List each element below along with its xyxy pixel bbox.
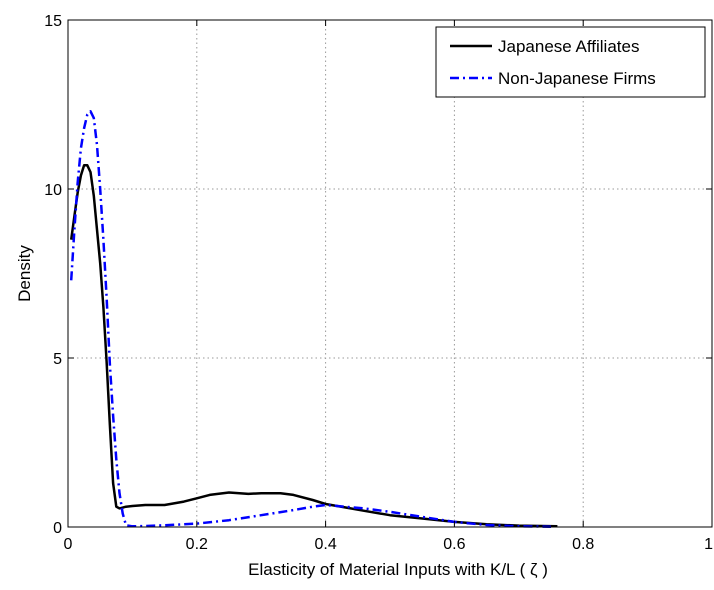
x-tick-label: 1 xyxy=(704,536,713,553)
y-tick-label: 15 xyxy=(44,13,62,30)
x-tick-label: 0.6 xyxy=(443,536,465,553)
legend-box xyxy=(435,26,706,98)
x-tick-label: 0.8 xyxy=(572,536,594,553)
x-tick-label: 0.2 xyxy=(186,536,208,553)
axis-ticks xyxy=(67,19,713,528)
x-tick-label: 0.4 xyxy=(314,536,336,553)
x-tick-labels: 0 0.2 0.4 0.6 0.8 1 xyxy=(64,536,714,553)
plot-frame xyxy=(67,19,713,528)
y-tick-label: 10 xyxy=(44,182,62,199)
legend-label-japanese-affiliates: Japanese Affiliates xyxy=(498,37,639,56)
series-line-japanese-affiliates xyxy=(69,164,558,528)
y-tick-labels: 0 5 10 15 xyxy=(44,13,62,537)
y-tick-label: 0 xyxy=(53,520,62,537)
legend-label-non-japanese-firms: Non-Japanese Firms xyxy=(498,69,656,88)
x-tick-label: 0 xyxy=(64,536,73,553)
y-axis-label: Density xyxy=(15,245,34,302)
series-lines xyxy=(69,110,558,528)
y-tick-label: 5 xyxy=(53,351,62,368)
legend: Japanese Affiliates Non-Japanese Firms xyxy=(435,26,706,98)
grid-lines xyxy=(68,20,712,527)
series-line-non-japanese-firms xyxy=(69,110,552,528)
x-axis-label: Elasticity of Material Inputs with K/L (… xyxy=(248,560,548,579)
